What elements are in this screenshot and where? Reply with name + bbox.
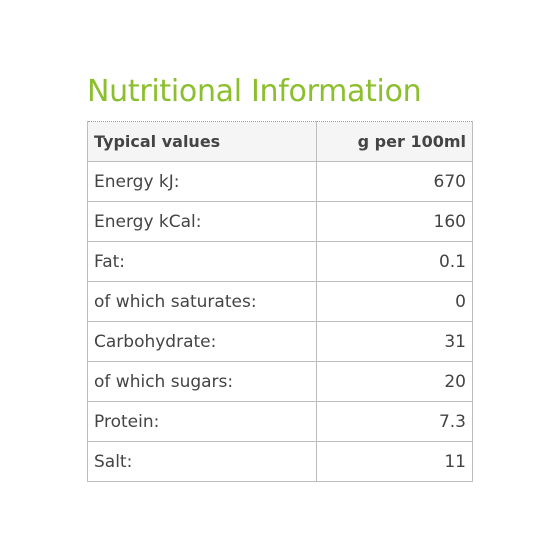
nutrient-label: Energy kCal: <box>87 201 317 242</box>
column-header-typical-values: Typical values <box>87 121 317 162</box>
nutrient-value: 160 <box>316 201 473 242</box>
page-title: Nutritional Information <box>87 74 422 109</box>
nutrient-value: 7.3 <box>316 401 473 442</box>
nutrient-value: 11 <box>316 441 473 482</box>
table-row: Energy kCal: 160 <box>87 201 473 242</box>
nutrient-label: of which sugars: <box>87 361 317 402</box>
column-header-per-100ml: g per 100ml <box>316 121 473 162</box>
nutrient-value: 31 <box>316 321 473 362</box>
table-row: of which saturates: 0 <box>87 281 473 322</box>
nutrient-label: of which saturates: <box>87 281 317 322</box>
nutrient-value: 20 <box>316 361 473 402</box>
nutrient-label: Fat: <box>87 241 317 282</box>
table-row: Carbohydrate: 31 <box>87 321 473 362</box>
table-row: Energy kJ: 670 <box>87 161 473 202</box>
table-row: Protein: 7.3 <box>87 401 473 442</box>
table-header-row: Typical values g per 100ml <box>87 121 473 162</box>
nutrient-label: Protein: <box>87 401 317 442</box>
nutrient-value: 670 <box>316 161 473 202</box>
nutrition-table: Typical values g per 100ml Energy kJ: 67… <box>87 121 473 482</box>
nutrient-label: Carbohydrate: <box>87 321 317 362</box>
table-row: of which sugars: 20 <box>87 361 473 402</box>
table-row: Fat: 0.1 <box>87 241 473 282</box>
nutrient-value: 0.1 <box>316 241 473 282</box>
nutrient-value: 0 <box>316 281 473 322</box>
table-row: Salt: 11 <box>87 441 473 482</box>
nutrient-label: Energy kJ: <box>87 161 317 202</box>
nutrient-label: Salt: <box>87 441 317 482</box>
